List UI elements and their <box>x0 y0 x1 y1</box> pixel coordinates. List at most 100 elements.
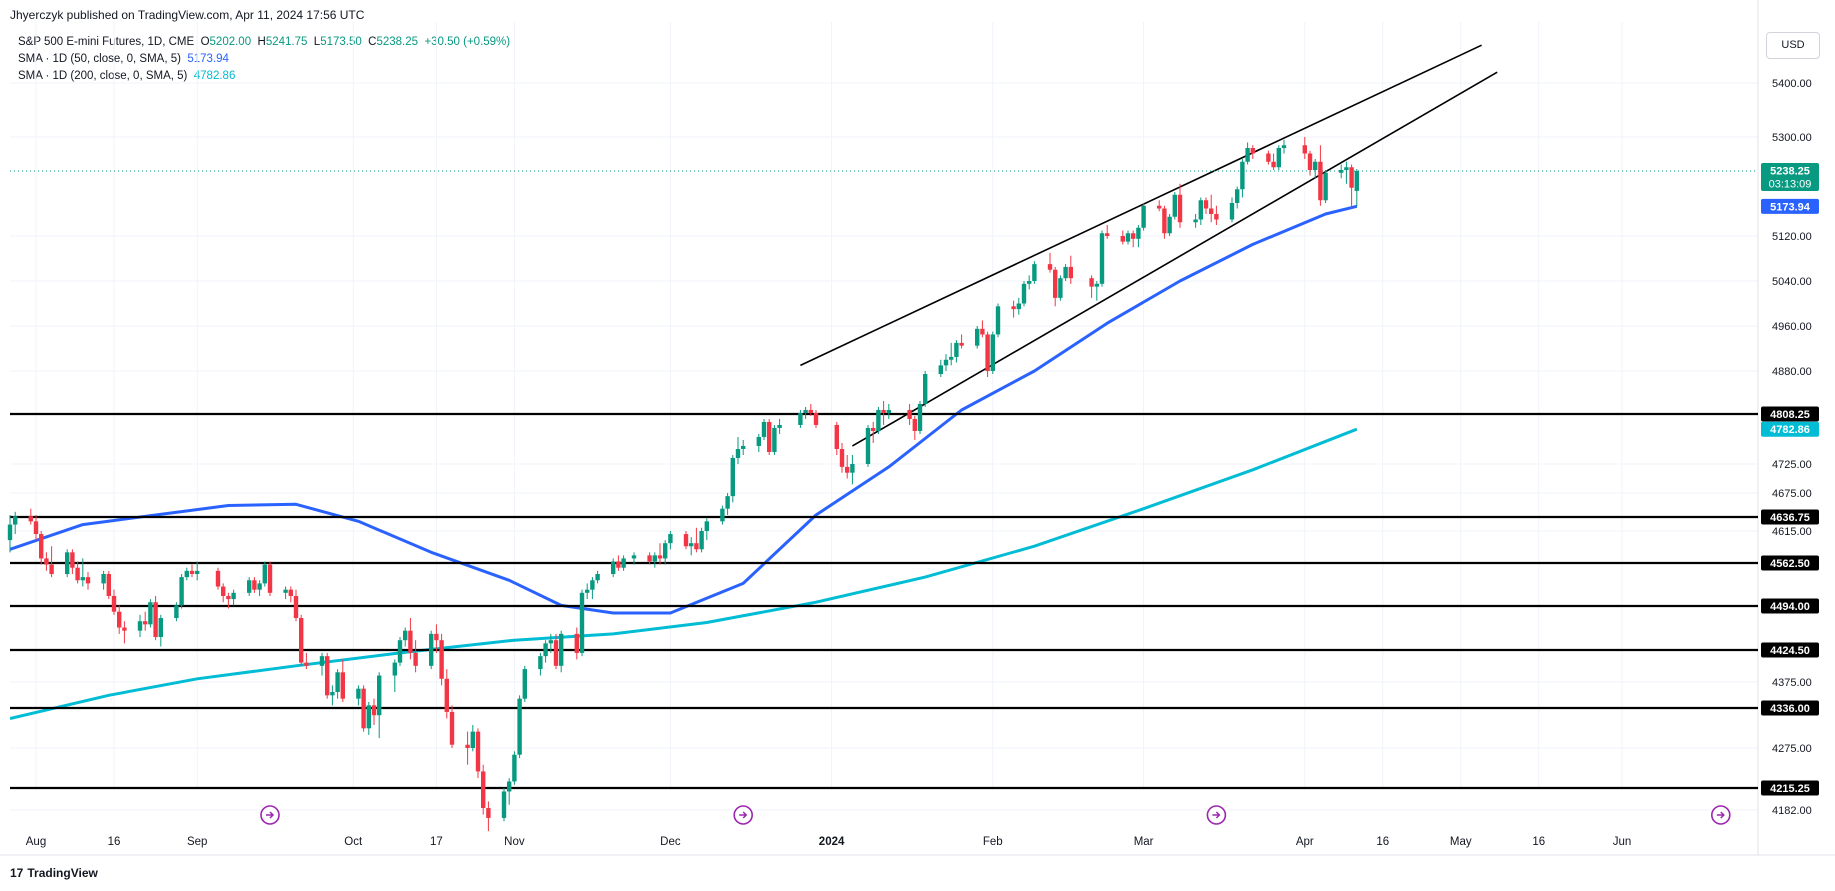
currency-button[interactable]: USD <box>1766 32 1820 59</box>
candle-body <box>1021 283 1027 304</box>
legend-close-value: 5238.25 <box>376 36 419 48</box>
candle <box>1167 214 1172 236</box>
candle <box>1281 139 1287 154</box>
candle <box>1235 186 1240 209</box>
candle <box>949 342 954 366</box>
candle <box>122 621 127 644</box>
candle <box>808 403 813 416</box>
candle <box>1068 255 1073 284</box>
candle <box>704 518 709 541</box>
price-badge <box>1761 162 1819 191</box>
candle-body <box>647 555 652 562</box>
candle-body <box>1172 194 1177 217</box>
candle-body <box>486 808 491 818</box>
candle-body <box>267 564 273 593</box>
time-tick-label: Dec <box>660 836 681 848</box>
candle-body <box>153 602 158 638</box>
legend-sma50-row[interactable]: SMA · 1D (50, close, 0, SMA, 5) 5173.94 <box>18 51 510 68</box>
level-badge <box>1761 598 1819 614</box>
price-tick-label: 4725.00 <box>1772 459 1812 471</box>
candle-body <box>70 552 75 568</box>
candle <box>1193 214 1198 228</box>
candle-body <box>143 621 148 625</box>
candle <box>1177 183 1183 228</box>
candle <box>699 527 704 553</box>
candle-body <box>449 711 455 745</box>
candle-body <box>834 424 839 449</box>
candle-body <box>548 640 553 644</box>
price-badge-label: 5238.25 <box>1770 165 1810 177</box>
candle-body <box>735 448 741 458</box>
time-tick-label: 17 <box>430 836 443 848</box>
candle-body <box>117 611 122 628</box>
tradingview-logo[interactable]: 17 TradingView <box>10 866 98 880</box>
candle <box>725 493 730 515</box>
candle <box>657 543 663 565</box>
candle <box>179 573 184 609</box>
candle <box>262 561 267 587</box>
candle-body <box>595 573 600 581</box>
candle <box>881 400 886 425</box>
candle <box>865 424 871 467</box>
candle-body <box>611 561 616 574</box>
candle <box>631 552 637 565</box>
candle <box>501 788 507 822</box>
candle-body <box>543 643 548 657</box>
time-tick-label: Aug <box>26 836 46 848</box>
trendline <box>851 71 1498 447</box>
candle-body <box>1162 208 1167 234</box>
candle-body <box>1344 167 1349 170</box>
candle-body <box>689 543 694 547</box>
candle <box>507 778 512 805</box>
candle <box>1271 153 1276 170</box>
candle <box>767 418 772 455</box>
candle <box>49 546 54 578</box>
time-tick-label: 2024 <box>819 836 845 848</box>
legend-close-label: C <box>368 36 377 48</box>
candle-body <box>39 534 44 559</box>
candle <box>923 371 928 407</box>
candle <box>1136 225 1141 248</box>
candle-body <box>949 356 954 360</box>
event-marker-arrow <box>1212 811 1221 819</box>
candle-body <box>215 570 221 587</box>
candle-body <box>1276 148 1281 168</box>
candle <box>153 595 158 641</box>
candle-body <box>106 573 111 596</box>
candle <box>335 669 340 699</box>
candle <box>663 540 668 565</box>
time-tick-label: Sep <box>187 836 207 848</box>
candle <box>1344 161 1349 184</box>
candle-body <box>1266 153 1271 162</box>
candle-body <box>538 656 543 670</box>
candle <box>429 630 434 670</box>
candle-body <box>65 552 70 574</box>
candle-body <box>1177 194 1183 223</box>
candle <box>1089 275 1094 298</box>
candle <box>772 424 777 455</box>
candle-body <box>756 436 761 446</box>
candle-body <box>917 403 923 431</box>
candle <box>683 531 689 550</box>
candle <box>304 652 309 670</box>
candle <box>1307 150 1313 176</box>
candle <box>137 614 143 638</box>
candle <box>938 359 943 377</box>
candle <box>761 418 767 440</box>
candle-body <box>366 705 371 729</box>
candle-body <box>813 412 819 425</box>
legend-change-value: +30.50 (+0.59%) <box>424 36 511 48</box>
candle <box>403 627 408 647</box>
candle <box>439 633 444 686</box>
legend-sma200-row[interactable]: SMA · 1D (200, close, 0, SMA, 5) 4782.86 <box>18 68 510 85</box>
candle-body <box>574 633 579 653</box>
event-marker-icon <box>733 805 754 825</box>
candle <box>871 421 876 443</box>
candle <box>834 421 839 455</box>
legend-symbol[interactable]: S&P 500 E-mini Futures, 1D, CME <box>18 36 195 48</box>
candle <box>943 354 949 371</box>
price-tick-label: 4615.00 <box>1772 526 1812 538</box>
candle <box>1214 205 1219 225</box>
candle-body <box>1131 233 1136 239</box>
